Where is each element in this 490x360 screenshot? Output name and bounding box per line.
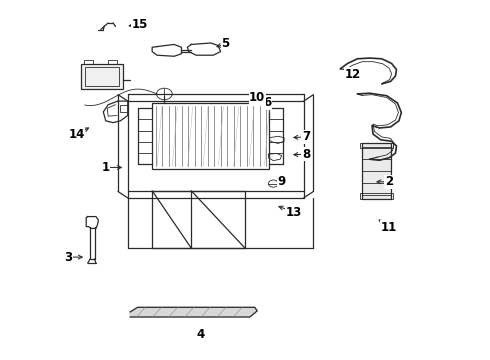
Text: 11: 11 [381, 221, 397, 234]
Text: 9: 9 [277, 175, 286, 188]
Text: 10: 10 [249, 91, 266, 104]
Text: 7: 7 [302, 130, 310, 144]
Bar [152, 103, 270, 169]
Polygon shape [130, 307, 257, 317]
Bar [121, 105, 128, 112]
Text: 8: 8 [302, 148, 310, 161]
Text: 15: 15 [132, 18, 148, 31]
Bar [81, 64, 123, 89]
Bar [85, 67, 119, 86]
Text: 4: 4 [197, 328, 205, 341]
Text: 5: 5 [221, 37, 230, 50]
Text: 13: 13 [286, 206, 302, 219]
Bar [108, 60, 117, 64]
Bar [84, 60, 93, 64]
Text: 6: 6 [263, 96, 271, 109]
Bar [360, 143, 393, 148]
Text: 1: 1 [102, 161, 110, 174]
Text: 3: 3 [64, 251, 72, 264]
Bar [360, 193, 393, 199]
Bar [362, 143, 391, 199]
Text: 12: 12 [344, 68, 361, 81]
Text: 14: 14 [68, 127, 85, 141]
Text: 2: 2 [385, 175, 393, 188]
